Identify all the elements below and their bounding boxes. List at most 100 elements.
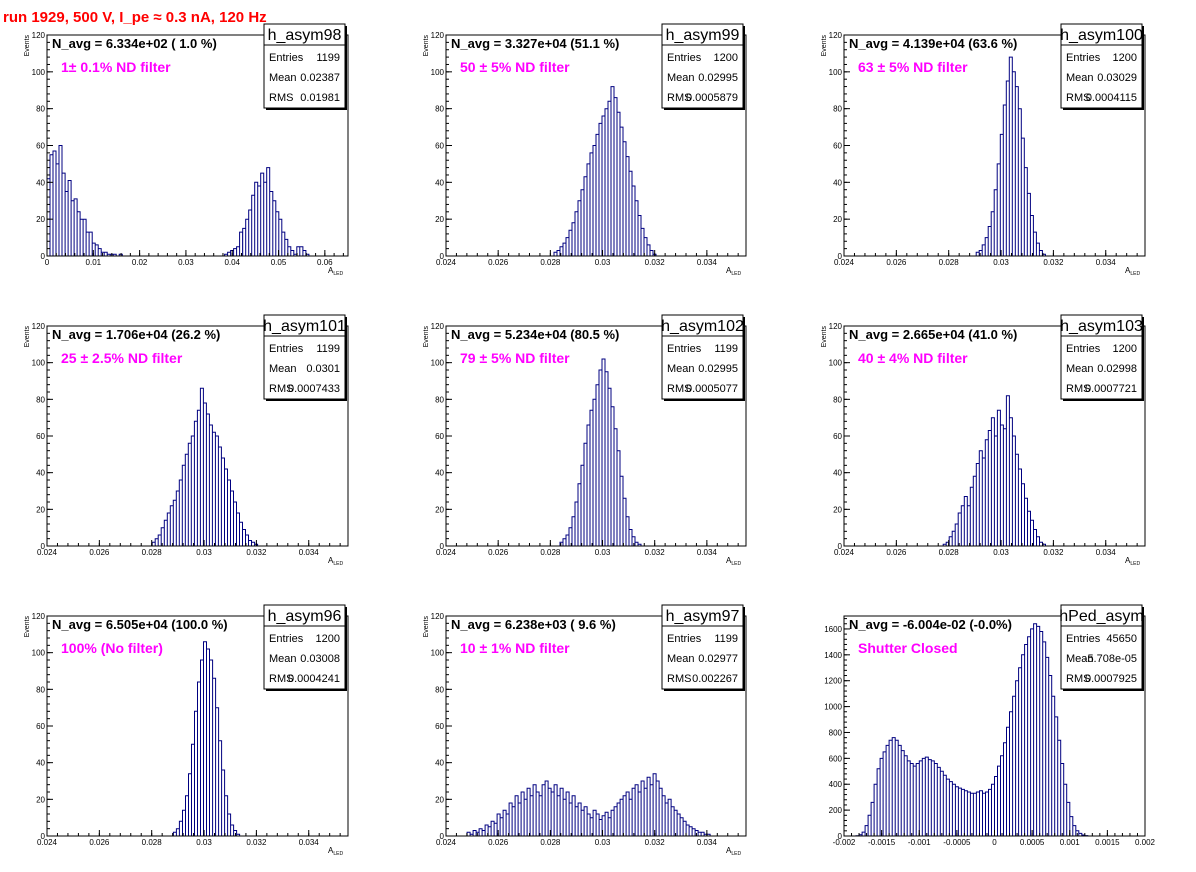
y-tick-label: 60 — [833, 432, 842, 441]
stats-rms-value: 0.0005879 — [686, 92, 738, 104]
y-tick-label: 1200 — [824, 677, 842, 686]
stats-shadow — [266, 689, 347, 691]
y-axis-title: Events — [423, 326, 430, 348]
stats-mean-value: 0.02998 — [1097, 363, 1137, 375]
y-tick-label: 0 — [41, 252, 46, 261]
y-tick-label: 100 — [32, 359, 46, 368]
stats-mean-value: 0.02995 — [698, 363, 738, 375]
stats-mean-label: Mean — [667, 72, 695, 84]
x-tick-label: 0.024 — [436, 548, 457, 557]
stats-mean-value: 0.03029 — [1097, 72, 1137, 84]
stats-mean-value: 0.02387 — [300, 72, 340, 84]
stats-rms-label: RMS — [269, 673, 293, 685]
y-tick-label: 200 — [829, 806, 843, 815]
y-tick-label: 80 — [435, 105, 444, 114]
y-tick-label: 600 — [829, 754, 843, 763]
x-tick-label: 0.03 — [993, 548, 1009, 557]
y-tick-label: 20 — [36, 795, 45, 804]
filter-label: Shutter Closed — [858, 640, 958, 656]
histogram-panel-h_asym99: 0 20 40 60 80 100 120 0.024 0.026 0.028 0.03 0.032 0… — [423, 23, 747, 277]
stats-box — [661, 604, 744, 690]
histogram-panel-h_asym101: 0 20 40 60 80 100 120 0.024 0.026 0.028 0.03 0.032 0… — [24, 314, 349, 567]
x-tick-label: 0.032 — [645, 258, 666, 267]
y-tick-label: 80 — [36, 105, 45, 114]
stats-entries-label: Entries — [667, 633, 702, 645]
y-tick-label: 1000 — [824, 703, 842, 712]
histogram-panel-h_asym97: 0 20 40 60 80 100 120 0.024 0.026 0.028 0.03 0.032 0… — [423, 604, 747, 857]
y-tick-label: 100 — [32, 649, 46, 658]
stats-rms-label: RMS — [667, 92, 691, 104]
filter-label: 25 ± 2.5% ND filter — [61, 350, 183, 366]
x-tick-label: 0.028 — [142, 838, 163, 847]
stats-rms-value: 0.0004241 — [288, 673, 340, 685]
stats-mean-label: Mean — [667, 653, 695, 665]
y-tick-label: 20 — [435, 795, 444, 804]
x-axis-title: ALED — [726, 266, 741, 277]
y-axis-title: Events — [423, 35, 430, 57]
y-axis-title: Events — [423, 616, 430, 638]
x-tick-label: 0.034 — [697, 548, 718, 557]
histogram-line — [855, 623, 1089, 837]
x-tick-label: 0.03 — [178, 258, 194, 267]
y-tick-label: 60 — [36, 722, 45, 731]
y-tick-label: 80 — [833, 395, 842, 404]
x-tick-label: 0.032 — [246, 838, 267, 847]
y-tick-label: 120 — [829, 322, 843, 331]
x-axis-title: ALED — [726, 846, 741, 857]
stats-shadow — [345, 26, 347, 110]
stats-rms-label: RMS — [269, 383, 293, 395]
y-tick-label: 0 — [41, 542, 46, 551]
x-tick-label: 0.028 — [540, 548, 561, 557]
y-tick-label: 0 — [41, 832, 46, 841]
x-tick-label: 0.026 — [488, 258, 509, 267]
stats-shadow — [664, 108, 745, 110]
stats-shadow — [1063, 108, 1144, 110]
x-tick-label: 0.028 — [540, 838, 561, 847]
y-tick-label: 120 — [431, 322, 445, 331]
y-tick-label: 60 — [36, 142, 45, 151]
y-tick-label: 120 — [32, 612, 46, 621]
y-tick-label: 120 — [32, 322, 46, 331]
x-tick-label: 0.01 — [86, 258, 102, 267]
stats-rms-label: RMS — [667, 673, 691, 685]
y-tick-label: 40 — [36, 469, 45, 478]
navg-label: N_avg = 2.665e+04 (41.0 %) — [849, 327, 1017, 342]
navg-label: N_avg = 5.234e+04 (80.5 %) — [451, 327, 619, 342]
x-axis-title: ALED — [328, 266, 343, 277]
histogram-title: h_asym96 — [268, 608, 342, 625]
filter-label: 79 ± 5% ND filter — [460, 350, 570, 366]
y-tick-label: 0 — [440, 832, 445, 841]
stats-mean-value: -5.708e-05 — [1084, 653, 1137, 665]
stats-mean-value: 0.03008 — [300, 653, 340, 665]
stats-shadow — [664, 689, 745, 691]
x-tick-label: 0.024 — [37, 548, 58, 557]
histogram-title: h_asym98 — [268, 27, 342, 44]
y-tick-label: 400 — [829, 780, 843, 789]
navg-label: N_avg = 6.505e+04 (100.0 %) — [52, 617, 228, 632]
y-tick-label: 40 — [435, 469, 444, 478]
stats-rms-label: RMS — [1066, 383, 1090, 395]
stats-entries-value: 1200 — [1113, 52, 1137, 64]
histogram-title: h_asym103 — [1060, 318, 1143, 335]
y-tick-label: 60 — [435, 142, 444, 151]
x-tick-label: -0.0015 — [868, 838, 896, 847]
x-axis-title: ALED — [726, 556, 741, 567]
x-tick-label: 0.024 — [37, 838, 58, 847]
x-tick-label: 0.03 — [196, 548, 212, 557]
y-tick-label: 100 — [431, 359, 445, 368]
x-tick-label: 0.032 — [645, 548, 666, 557]
histogram-panel-h_asym100: 0 20 40 60 80 100 120 0.024 0.026 0.028 0.03 0.032 0… — [821, 23, 1146, 277]
y-tick-label: 80 — [833, 105, 842, 114]
histogram-panel-h_asym98: 0 20 40 60 80 100 120 0 0.01 0.02 0.03 0.04 0.05 0.06… — [24, 23, 349, 277]
stats-shadow — [266, 108, 347, 110]
histogram-line — [559, 358, 642, 546]
stats-rms-value: 0.0004115 — [1086, 92, 1137, 104]
y-tick-label: 40 — [435, 178, 444, 187]
x-tick-label: -0.0005 — [943, 838, 971, 847]
y-tick-label: 40 — [833, 469, 842, 478]
y-tick-label: 0 — [440, 252, 445, 261]
stats-rms-value: 0.0007433 — [288, 383, 340, 395]
x-tick-label: 0.032 — [645, 838, 666, 847]
x-tick-label: 0.05 — [271, 258, 287, 267]
